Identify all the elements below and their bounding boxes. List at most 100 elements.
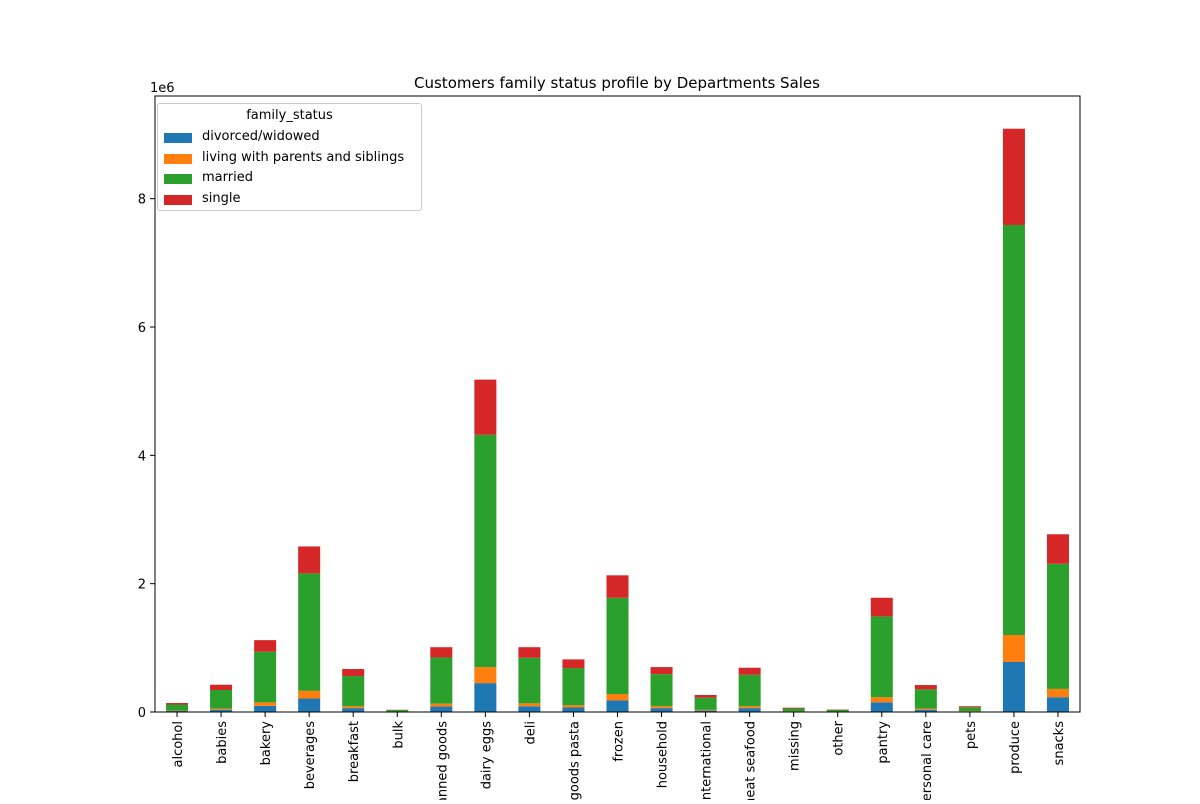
bar-segment	[474, 435, 496, 667]
x-tick-label: dairy eggs	[479, 721, 494, 790]
bar-segment	[1047, 697, 1069, 712]
bar-segment	[386, 710, 408, 712]
bar-segment	[474, 667, 496, 683]
chart-title: Customers family status profile by Depar…	[414, 74, 820, 92]
legend-swatch	[164, 195, 192, 205]
x-tick-label: beverages	[303, 721, 318, 790]
legend-swatch	[164, 154, 192, 164]
bar-segment	[651, 706, 673, 708]
x-tick-label: deli	[523, 721, 538, 744]
bar-segment	[739, 706, 761, 708]
legend-title: family_status	[158, 108, 421, 123]
bar-segment	[1047, 689, 1069, 697]
x-tick-label: bakery	[259, 721, 274, 766]
bar-segment	[430, 707, 452, 712]
bar-segment	[915, 689, 937, 708]
bar-segment	[562, 708, 584, 712]
bar-segment	[871, 697, 893, 702]
bar-segment	[959, 706, 981, 707]
y-tick-label: 8	[138, 193, 146, 208]
bar-segment	[915, 685, 937, 689]
bar-segment	[1047, 534, 1069, 564]
bars-group	[166, 129, 1069, 712]
bar-segment	[871, 702, 893, 712]
bar-segment	[915, 709, 937, 710]
bar-segment	[606, 598, 628, 694]
legend-label: divorced/widowed	[202, 129, 320, 144]
x-tick-label: meat seafood	[744, 721, 759, 800]
bar-segment	[739, 708, 761, 712]
bar-segment	[695, 710, 717, 711]
bar-segment	[562, 659, 584, 668]
bar-segment	[1003, 662, 1025, 712]
bar-segment	[827, 710, 849, 712]
x-tick-label: breakfast	[347, 721, 362, 782]
y-tick-label: 2	[138, 578, 146, 593]
bar-segment	[210, 709, 232, 710]
bar-segment	[474, 683, 496, 712]
y-tick-label: 0	[138, 706, 146, 721]
bar-segment	[562, 668, 584, 705]
x-tick-label: canned goods	[435, 721, 450, 800]
y-tick-label: 4	[138, 449, 146, 464]
legend-label: living with parents and siblings	[202, 150, 404, 165]
bar-segment	[342, 676, 364, 706]
bar-segment	[298, 546, 320, 573]
legend-swatch	[164, 174, 192, 184]
legend: family_status divorced/widowed living wi…	[157, 103, 422, 211]
bar-segment	[298, 573, 320, 690]
bar-segment	[1003, 129, 1025, 225]
bar-segment	[298, 699, 320, 712]
bar-segment	[651, 708, 673, 712]
bar-segment	[871, 598, 893, 617]
x-tick-label: snacks	[1052, 721, 1067, 766]
x-tick-label: household	[656, 721, 671, 788]
x-tick-label: missing	[788, 721, 803, 771]
bar-segment	[342, 708, 364, 712]
bar-segment	[959, 707, 981, 711]
bar-segment	[871, 616, 893, 697]
bar-segment	[210, 690, 232, 709]
bar-segment	[342, 706, 364, 708]
bar-segment	[254, 702, 276, 706]
bar-segment	[254, 652, 276, 703]
bar-segment	[430, 647, 452, 657]
x-tick-label: produce	[1008, 721, 1023, 774]
x-tick-label: other	[832, 720, 847, 755]
bar-segment	[695, 695, 717, 698]
y-tick-label: 6	[138, 321, 146, 336]
bar-segment	[518, 706, 540, 712]
bar-segment	[298, 691, 320, 699]
bar-segment	[606, 575, 628, 597]
bar-segment	[254, 706, 276, 712]
bar-segment	[518, 647, 540, 658]
bar-segment	[739, 668, 761, 675]
bar-segment	[518, 658, 540, 704]
bar-segment	[1003, 225, 1025, 635]
legend-swatch	[164, 133, 192, 143]
legend-label: married	[202, 170, 253, 185]
x-tick-label: pets	[964, 721, 979, 749]
bar-segment	[739, 675, 761, 706]
bar-segment	[342, 669, 364, 676]
x-tick-label: dry goods pasta	[567, 721, 582, 800]
bar-segment	[166, 703, 188, 704]
bar-segment	[474, 380, 496, 435]
bar-segment	[783, 708, 805, 709]
bar-segment	[651, 667, 673, 674]
legend-label: single	[202, 191, 241, 206]
x-tick-label: personal care	[920, 721, 935, 800]
bar-segment	[1047, 564, 1069, 689]
bar-segment	[430, 704, 452, 707]
bar-segment	[695, 698, 717, 710]
bar-segment	[783, 708, 805, 711]
bar-segment	[430, 657, 452, 703]
x-tick-label: alcohol	[171, 721, 186, 767]
bar-segment	[166, 704, 188, 710]
y-axis: 0 2 4 6 8	[138, 193, 155, 721]
bar-segment	[606, 700, 628, 712]
bar-segment	[651, 674, 673, 706]
x-tick-label: bulk	[391, 721, 406, 749]
